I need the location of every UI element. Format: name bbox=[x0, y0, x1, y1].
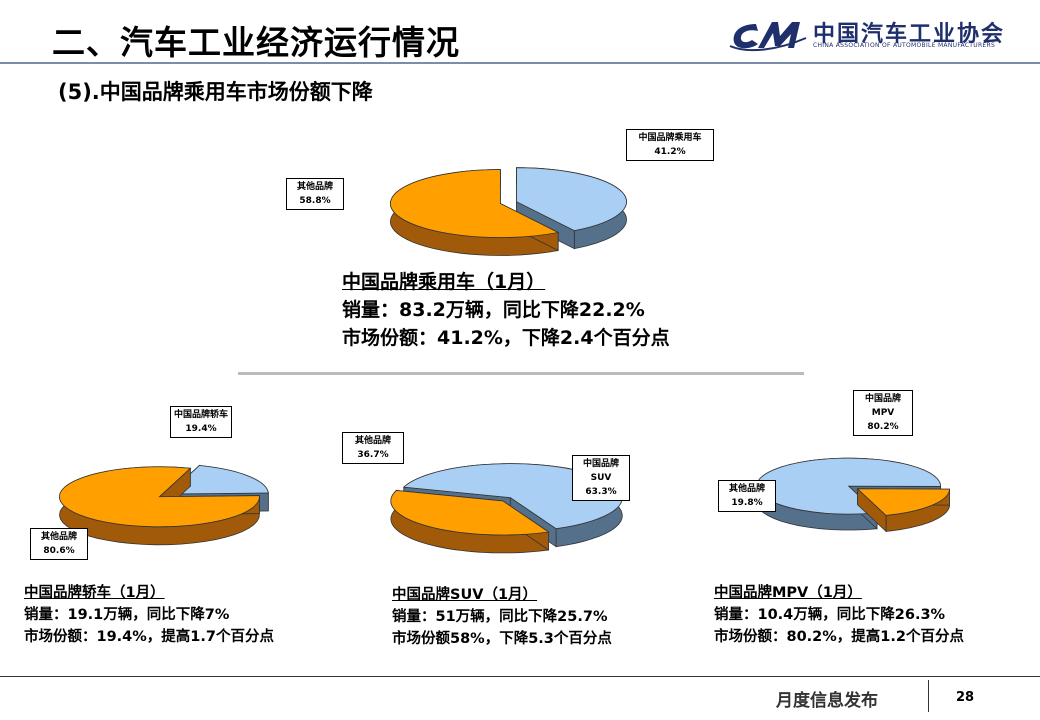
pie-label-value: 80.6% bbox=[43, 546, 75, 556]
pie-slice-top-other bbox=[389, 169, 560, 238]
header-divider bbox=[0, 62, 1040, 64]
pie-slice-top-other bbox=[856, 488, 950, 516]
mpv-stats-heading: 中国品牌MPV（1月） bbox=[714, 585, 862, 601]
suv-stats-share: 市场份额58%，下降5.3个百分点 bbox=[392, 631, 612, 647]
sedan-stats: 中国品牌轿车（1月） 销量：19.1万辆，同比下降7% 市场份额：19.4%，提… bbox=[24, 582, 274, 648]
logo-english-name: CHINA ASSOCIATION OF AUTOMOBILE MANUFACT… bbox=[813, 42, 996, 49]
pie-label-name: 其他品牌 bbox=[40, 532, 77, 542]
logo-chinese-name: 中国汽车工业协会 bbox=[813, 22, 1006, 47]
footer-text: 月度信息发布 bbox=[776, 691, 878, 711]
pie-label-other-passenger: 其他品牌 58.8% bbox=[286, 178, 344, 210]
section-subtitle: (5).中国品牌乘用车市场份额下降 bbox=[58, 80, 373, 104]
pie-slice-top-other bbox=[390, 490, 550, 536]
pie-label-value: 63.3% bbox=[585, 487, 617, 497]
pie-label-name: 其他品牌 bbox=[296, 182, 333, 192]
pie-slice-other bbox=[856, 487, 950, 533]
pie-label-name: 中国品牌SUV bbox=[582, 459, 619, 483]
pie-label-china-passenger: 中国品牌乘用车 41.2% bbox=[626, 129, 714, 161]
pie-slice-top-china bbox=[167, 465, 269, 495]
sedan-stats-sales: 销量：19.1万辆，同比下降7% bbox=[24, 607, 230, 623]
page-number: 28 bbox=[956, 690, 975, 705]
pie-slice-china bbox=[516, 167, 627, 250]
pie-label-other-suv: 其他品牌 36.7% bbox=[342, 432, 404, 464]
pie-label-name: 其他品牌 bbox=[728, 484, 765, 494]
passenger-stats: 中国品牌乘用车（1月） 销量：83.2万辆，同比下降22.2% 市场份额：41.… bbox=[342, 268, 670, 352]
sedan-stats-heading: 中国品牌轿车（1月） bbox=[24, 585, 165, 601]
mpv-stats: 中国品牌MPV（1月） 销量：10.4万辆，同比下降26.3% 市场份额：80.… bbox=[714, 582, 964, 648]
section-separator bbox=[238, 372, 804, 375]
mpv-stats-sales: 销量：10.4万辆，同比下降26.3% bbox=[714, 607, 946, 623]
pie-chart-passenger bbox=[389, 167, 627, 256]
pie-slice-other bbox=[59, 466, 260, 546]
pie-slice-top-china bbox=[756, 457, 941, 515]
sedan-stats-share: 市场份额：19.4%，提高1.7个百分点 bbox=[24, 629, 274, 645]
footer-separator bbox=[928, 680, 929, 712]
suv-stats-sales: 销量：51万辆，同比下降25.7% bbox=[392, 609, 608, 625]
pie-chart-mpv bbox=[756, 457, 950, 533]
pie-label-name: 中国品牌MPV bbox=[864, 394, 901, 418]
pie-slice-other bbox=[390, 489, 550, 554]
caam-logo: 中国汽车工业协会 CHINA ASSOCIATION OF AUTOMOBILE… bbox=[728, 16, 1028, 56]
pie-label-value: 41.2% bbox=[654, 147, 686, 157]
passenger-stats-sales: 销量：83.2万辆，同比下降22.2% bbox=[342, 299, 645, 321]
pie-label-value: 58.8% bbox=[299, 196, 331, 206]
caam-logo-mark-icon bbox=[729, 22, 807, 52]
pie-chart-sedan bbox=[59, 464, 269, 546]
footer-divider bbox=[0, 676, 1040, 677]
pie-label-value: 80.2% bbox=[867, 422, 899, 432]
passenger-stats-share: 市场份额：41.2%，下降2.4个百分点 bbox=[342, 327, 670, 349]
pie-slice-other bbox=[389, 169, 560, 256]
pie-label-name: 中国品牌乘用车 bbox=[638, 133, 702, 143]
suv-stats: 中国品牌SUV（1月） 销量：51万辆，同比下降25.7% 市场份额58%，下降… bbox=[392, 584, 612, 650]
pie-label-other-mpv: 其他品牌 19.8% bbox=[718, 480, 776, 512]
pie-slice-top-china bbox=[516, 167, 627, 232]
slide-title: 二、汽车工业经济运行情况 bbox=[52, 23, 460, 62]
pie-label-name: 其他品牌 bbox=[354, 436, 391, 446]
suv-stats-heading: 中国品牌SUV（1月） bbox=[392, 587, 538, 603]
pie-label-other-sedan: 其他品牌 80.6% bbox=[30, 528, 88, 560]
passenger-stats-heading: 中国品牌乘用车（1月） bbox=[342, 271, 546, 293]
pie-chart-suv bbox=[390, 463, 623, 554]
pie-label-china-mpv: 中国品牌MPV 80.2% bbox=[853, 390, 913, 436]
pie-label-value: 36.7% bbox=[357, 450, 389, 460]
pie-label-value: 19.4% bbox=[185, 424, 217, 434]
pie-label-name: 中国品牌轿车 bbox=[174, 410, 229, 420]
pie-slice-top-other bbox=[59, 466, 260, 528]
mpv-stats-share: 市场份额：80.2%，提高1.2个百分点 bbox=[714, 629, 964, 645]
pie-label-china-sedan: 中国品牌轿车 19.4% bbox=[170, 406, 232, 438]
pie-label-value: 19.8% bbox=[731, 498, 763, 508]
pie-label-china-suv: 中国品牌SUV 63.3% bbox=[572, 455, 630, 501]
